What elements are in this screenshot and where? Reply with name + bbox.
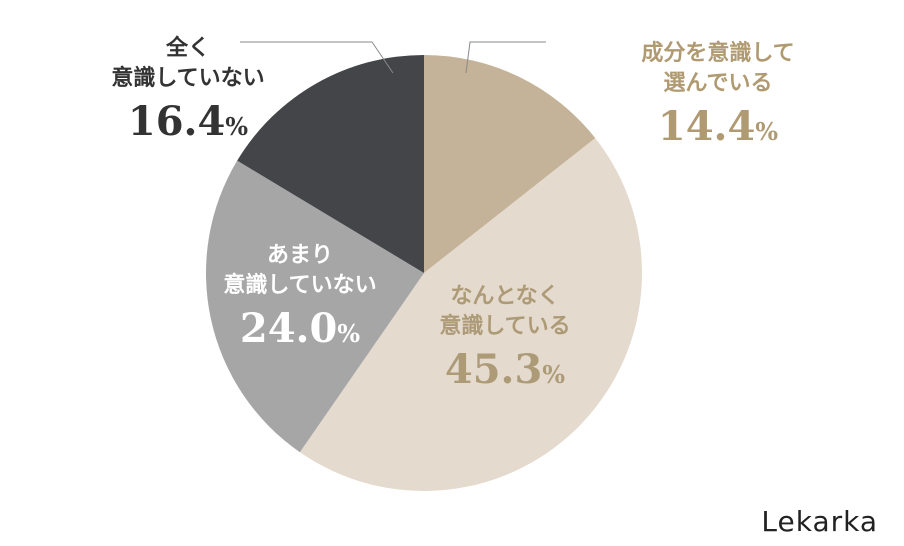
slice-label-line: 意識していない [111,65,264,91]
slice-label-line: 成分を意識して [641,40,794,66]
slice-value: 45.3% [445,346,565,393]
slice-value: 14.4% [658,103,778,150]
pie-slice-chosen-consciously [424,55,596,273]
slice-label-line: 全く [165,35,210,61]
slice-value: 16.4% [128,98,248,145]
slice-label-line: 意識していない [223,272,376,298]
slice-label-line: 意識している [439,313,570,339]
pie-slice-rarely-conscious [205,160,424,453]
pie-slice-not-conscious [237,55,424,273]
slice-label-line: なんとなく [450,284,559,309]
slice-label-line: 選んでいる [664,71,773,96]
leader-line-not-conscious [240,41,394,74]
slice-value: 24.0% [240,305,360,352]
leader-line-chosen-consciously [465,41,546,74]
brand-logo: Lekarka [761,505,878,538]
slice-label-line: あまり [267,243,333,268]
pie-slice-somewhat-conscious [299,138,642,491]
